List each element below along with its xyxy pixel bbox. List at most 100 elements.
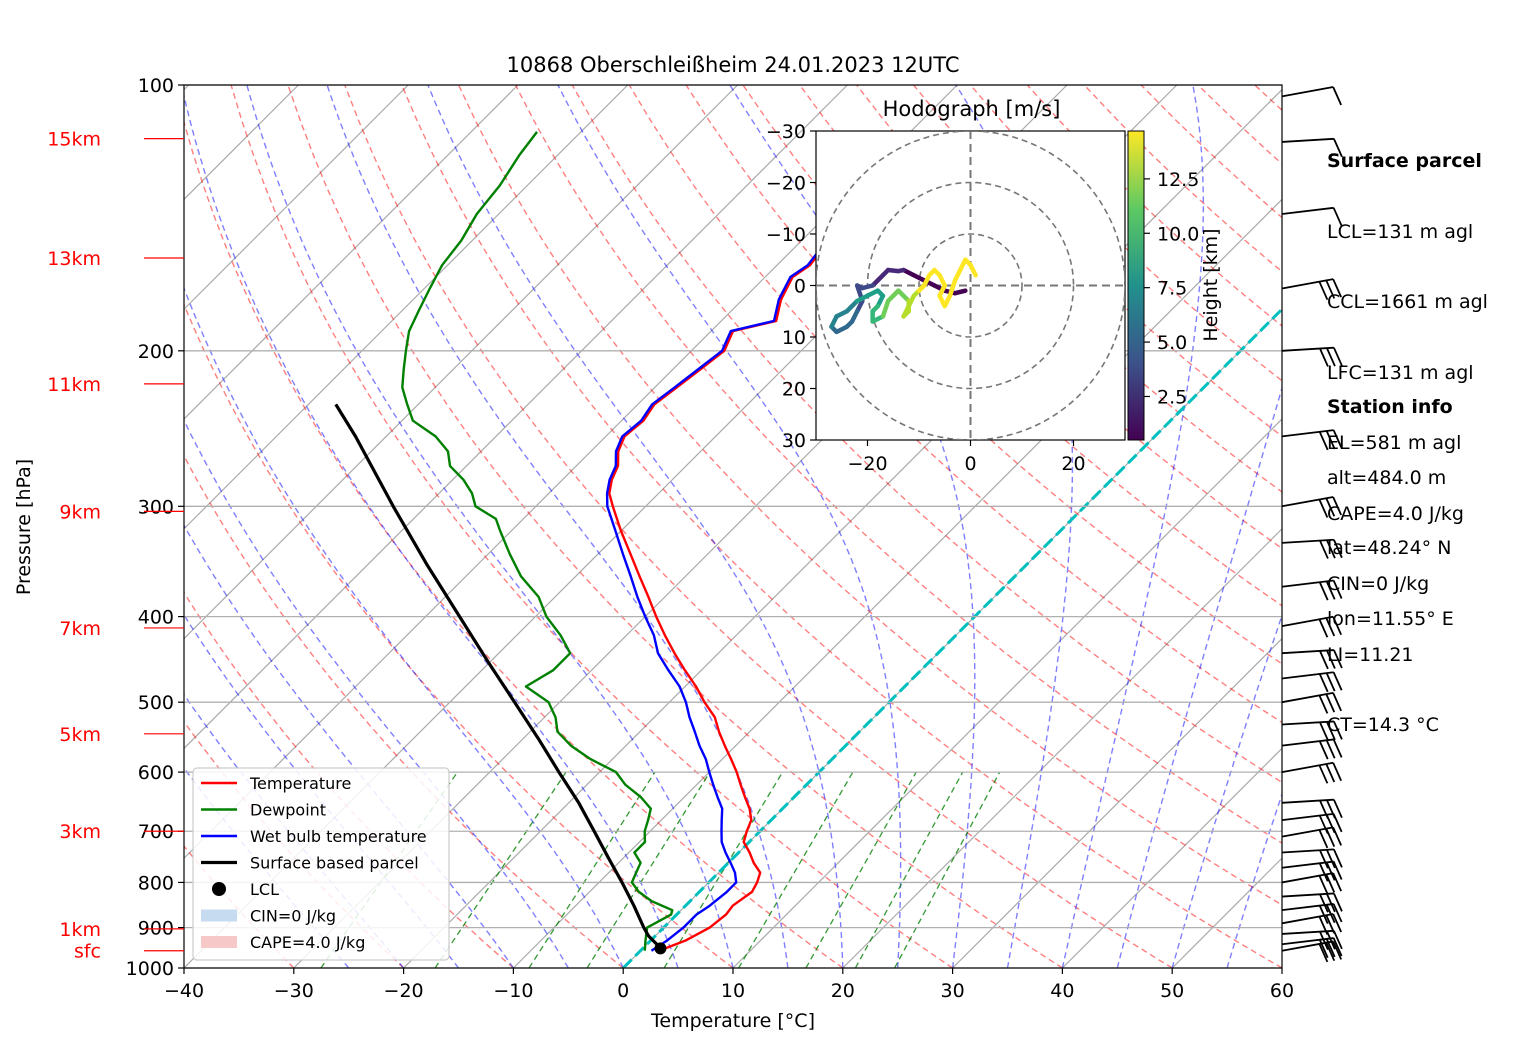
dry-adiabat: [230, 85, 953, 968]
barb-flag: [1319, 893, 1329, 913]
barb-flag: [1319, 540, 1329, 559]
barb-flag: [1318, 875, 1329, 894]
hodograph-y-tick-label: 0: [794, 276, 806, 298]
isotherm: [1061, 747, 1282, 968]
barb-flag: [1326, 721, 1336, 741]
barb-flag: [1318, 431, 1329, 451]
info-line: CCL=1661 m agl: [1327, 291, 1488, 313]
barb-flag: [1332, 913, 1342, 933]
moist-adiabat: [557, 85, 902, 968]
barb-flag: [1326, 849, 1336, 869]
barb-staff: [1281, 826, 1334, 838]
info-line: lon=11.55° E: [1327, 607, 1454, 630]
moist-adiabat: [184, 286, 624, 968]
barb-flag: [1333, 138, 1343, 158]
dry-adiabat: [401, 85, 1282, 968]
barb-flag: [1332, 580, 1343, 599]
barb-flag: [1325, 280, 1336, 299]
wind-barb: [1281, 86, 1342, 106]
parcel-line: [334, 403, 661, 952]
x-tick-label: 20: [831, 980, 855, 1002]
y-axis-label: Pressure [hPa]: [13, 459, 35, 595]
wind-barb: [1281, 937, 1343, 959]
wind-barb: [1281, 671, 1343, 693]
barb-staff: [1281, 848, 1334, 854]
info-line: EL=581 m agl: [1327, 432, 1462, 454]
hodograph-x-tick-label: 20: [1061, 453, 1085, 475]
height-label: 9km: [59, 501, 101, 523]
x-tick-label: 50: [1160, 980, 1184, 1002]
barb-staff: [1281, 496, 1334, 508]
legend-swatch: [201, 909, 237, 922]
barb-flag: [1318, 764, 1329, 784]
barb-flag: [1332, 941, 1342, 960]
barb-staff: [1281, 206, 1334, 215]
barb-flag: [1332, 762, 1342, 782]
isotherm: [952, 637, 1282, 968]
barb-staff: [1281, 761, 1334, 773]
barb-flag: [1332, 207, 1343, 227]
hodograph-area: [816, 131, 1125, 440]
x-axis-label: Temperature [°C]: [650, 1010, 815, 1032]
hodograph: 30 20 10 0 −10 −20 −30 −20 0 20 Hodograph [m/s] 2.5…: [766, 97, 1222, 475]
isotherm: [842, 527, 1282, 968]
barb-flag: [1326, 893, 1336, 913]
wind-barb: [1281, 826, 1342, 849]
barb-flag: [1333, 347, 1343, 367]
dry-adiabat: [184, 302, 734, 968]
isotherm: [184, 85, 739, 640]
legend: Temperature Dewpoint Wet bulb temperature S…: [192, 767, 450, 961]
x-tick-label: 60: [1270, 980, 1294, 1002]
info-line: CT=14.3 °C: [1327, 714, 1439, 736]
barb-flag: [1333, 721, 1343, 740]
wind-barb: [1281, 137, 1343, 158]
barb-flag: [1325, 430, 1336, 450]
legend-swatch: [201, 936, 237, 948]
barb-flag: [1318, 695, 1329, 714]
y-tick-label: 200: [138, 341, 174, 363]
hodograph-segment: [885, 288, 901, 304]
barb-flag: [1333, 649, 1343, 669]
barb-flag: [1326, 650, 1336, 669]
station-info-heading: Station info: [1327, 396, 1453, 418]
barb-flag: [1332, 429, 1343, 449]
barb-staff: [1281, 691, 1334, 704]
dry-adiabat: [457, 85, 1282, 906]
barb-flag: [1325, 862, 1336, 881]
hodograph-x-tick-label: 0: [964, 453, 976, 475]
legend-label: Wet bulb temperature: [250, 827, 427, 846]
y-tick-label: 1000: [126, 958, 174, 980]
barb-flag: [1333, 539, 1343, 559]
hodograph-y-tick-label: 20: [782, 379, 806, 401]
barb-staff: [1281, 720, 1334, 726]
hodograph-segment: [880, 298, 891, 319]
wetbulb-line: [605, 131, 866, 952]
barb-flag: [1332, 278, 1342, 298]
hodograph-segment: [844, 298, 860, 314]
colorbar-tick-label: 12.5: [1157, 169, 1199, 191]
colorbar: [1127, 130, 1145, 441]
x-tick-label: −30: [274, 980, 314, 1002]
y-tick-label: 600: [138, 762, 174, 784]
barb-flag: [1318, 740, 1329, 760]
barb-flag: [1326, 539, 1336, 559]
info-line: lat=48.24° N: [1327, 537, 1452, 559]
height-label: 3km: [59, 821, 101, 843]
wind-barb: [1281, 761, 1342, 784]
barb-flag: [1325, 874, 1336, 893]
moist-adiabat: [1061, 85, 1204, 968]
isotherm: [184, 85, 629, 530]
moist-adiabat: [1116, 385, 1282, 968]
hodograph-y-tick-label: −10: [766, 224, 806, 246]
surface-parcel-heading: Surface parcel: [1327, 150, 1482, 172]
legend-swatch: [212, 882, 226, 896]
info-line: LCL=131 m agl: [1327, 220, 1474, 243]
station-info: Station info alt=484.0 m lat=48.24° N lo…: [1327, 349, 1454, 655]
height-label: 7km: [59, 618, 101, 640]
info-line: CIN=0 J/kg: [1327, 573, 1430, 595]
barb-staff: [1281, 278, 1334, 290]
height-label: 15km: [47, 129, 101, 151]
x-tick-label: 40: [1050, 980, 1074, 1002]
barb-flag: [1332, 671, 1343, 691]
